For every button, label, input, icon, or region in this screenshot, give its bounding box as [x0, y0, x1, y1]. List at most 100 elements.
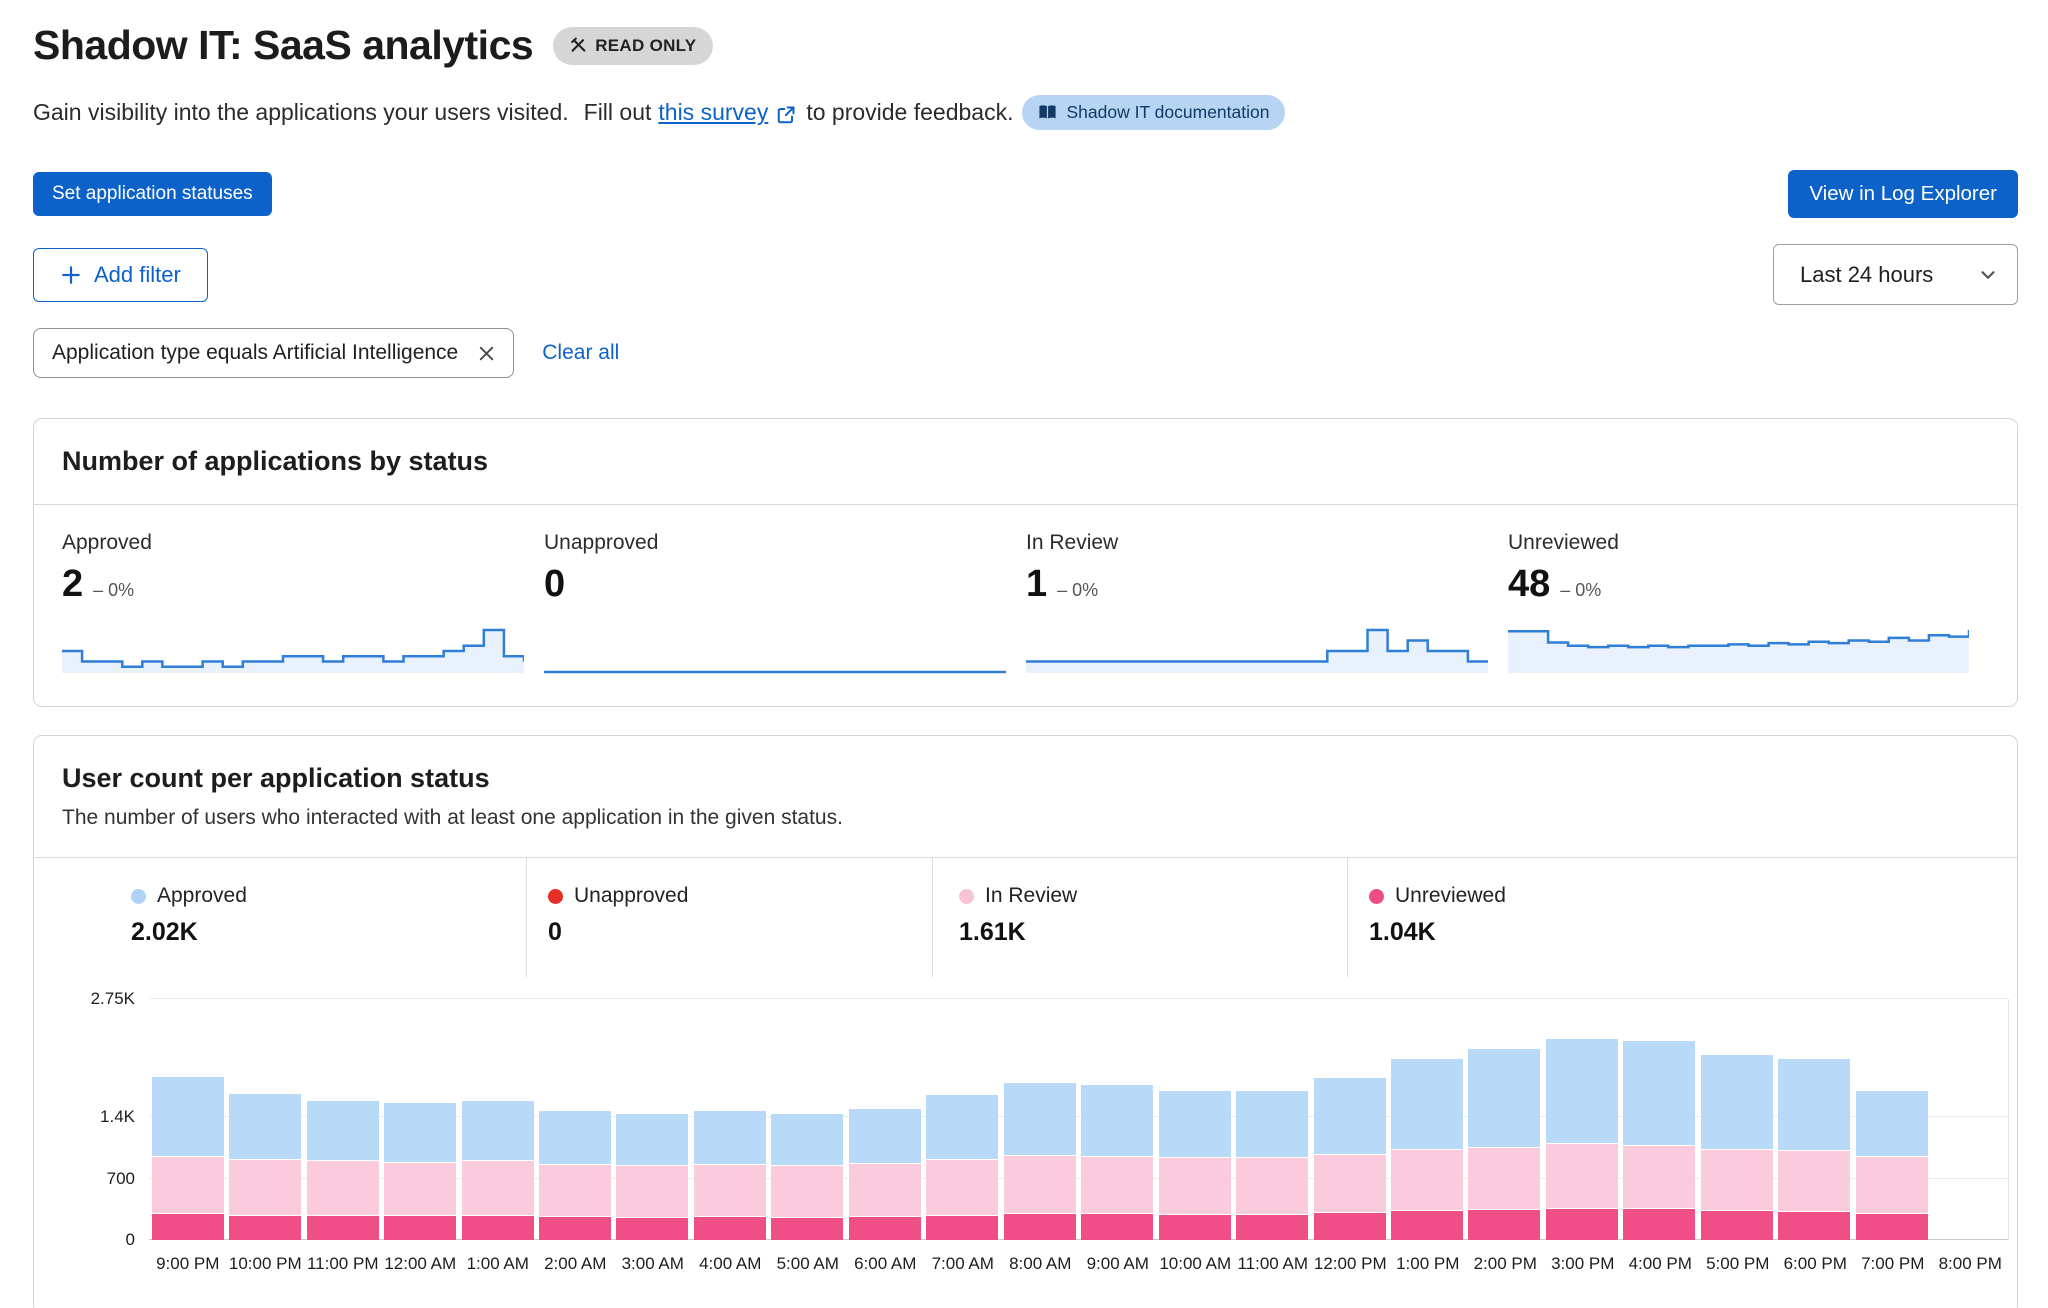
- bar-6-00-am[interactable]: [846, 999, 923, 1240]
- unapproved-sparkline[interactable]: [544, 622, 1006, 674]
- stat-label: Approved: [62, 531, 152, 554]
- gridline: [149, 1239, 2008, 1240]
- bar-segment-approved: [1778, 1059, 1851, 1151]
- bar-segment-approved: [693, 1110, 766, 1164]
- bar-1-00-am[interactable]: [459, 999, 536, 1240]
- stat-value: 0: [544, 563, 566, 605]
- bar-segment-in-review: [1236, 1158, 1309, 1214]
- x-axis-label: 6:00 AM: [854, 1254, 917, 1273]
- page-title: Shadow IT: SaaS analytics: [33, 22, 534, 68]
- bar-segment-approved: [1236, 1090, 1309, 1158]
- stat-unreviewed: Unreviewed 48 – 0%: [1508, 531, 1989, 674]
- bar-10-00-pm[interactable]: [226, 999, 303, 1240]
- bar-segment-approved: [1390, 1059, 1463, 1149]
- bar-12-00-pm[interactable]: [1311, 999, 1388, 1240]
- bar-5-00-pm[interactable]: [1698, 999, 1775, 1240]
- bar-8-00-pm[interactable]: [1930, 999, 2007, 1240]
- legend-value: 2.02K: [131, 918, 198, 946]
- bar-segment-approved: [771, 1113, 844, 1166]
- user-count-chart: 0 700 1.4K 2.75K 9:00 PM 10:00 PM 11:00 PM 12:…: [34, 977, 2017, 1308]
- bar-9-00-pm[interactable]: [149, 999, 226, 1240]
- bar-10-00-am[interactable]: [1156, 999, 1233, 1240]
- bar-segment-approved: [1545, 1039, 1618, 1144]
- page-header: Shadow IT: SaaS analytics READ ONLY: [33, 22, 2018, 69]
- read-only-label: READ ONLY: [595, 35, 697, 55]
- bar-segment-approved: [1313, 1078, 1386, 1154]
- bar-segment-in-review: [616, 1166, 689, 1218]
- bar-7-00-pm[interactable]: [1853, 999, 1930, 1240]
- legend-approved[interactable]: Approved 2.02K: [34, 858, 526, 977]
- x-axis-label: 11:00 PM: [306, 1254, 379, 1273]
- description-text: Gain visibility into the applications yo…: [33, 99, 569, 125]
- bar-6-00-pm[interactable]: [1776, 999, 1853, 1240]
- chevron-down-icon: [1981, 270, 1995, 279]
- bar-4-00-am[interactable]: [691, 999, 768, 1240]
- x-axis-label: 8:00 PM: [1938, 1254, 2002, 1273]
- stat-value: 48: [1508, 563, 1551, 605]
- bar-1-00-pm[interactable]: [1388, 999, 1465, 1240]
- x-axis-label: 4:00 PM: [1628, 1254, 1692, 1273]
- bar-segment-approved: [384, 1103, 457, 1162]
- bar-segment-unreviewed: [1623, 1209, 1696, 1240]
- bar-segment-approved: [1623, 1040, 1696, 1146]
- x-axis-label: 9:00 AM: [1086, 1254, 1149, 1273]
- bar-segment-unreviewed: [1468, 1210, 1541, 1240]
- applications-card-title: Number of applications by status: [62, 446, 489, 476]
- stat-label: Unreviewed: [1508, 531, 1619, 554]
- bar-segment-unreviewed: [1855, 1213, 1928, 1240]
- x-axis-label: 2:00 AM: [544, 1254, 607, 1273]
- y-axis-tick: 0: [125, 1230, 135, 1249]
- user-count-card-title: User count per application status: [62, 763, 490, 793]
- bar-11-00-pm[interactable]: [304, 999, 381, 1240]
- view-in-log-explorer-button[interactable]: View in Log Explorer: [1788, 170, 2018, 218]
- bar-segment-approved: [229, 1093, 302, 1160]
- bar-9-00-am[interactable]: [1078, 999, 1155, 1240]
- bar-12-00-am[interactable]: [381, 999, 458, 1240]
- y-axis-tick: 1.4K: [100, 1107, 135, 1127]
- gridline: [149, 1177, 2008, 1179]
- bar-3-00-pm[interactable]: [1543, 999, 1620, 1240]
- add-filter-button[interactable]: Add filter: [33, 247, 208, 302]
- approved-sparkline[interactable]: [62, 622, 526, 674]
- bar-segment-in-review: [1778, 1151, 1851, 1211]
- legend-label: Unapproved: [574, 884, 689, 907]
- bar-segment-unreviewed: [151, 1213, 224, 1240]
- bar-2-00-pm[interactable]: [1466, 999, 1543, 1240]
- bar-segment-unreviewed: [693, 1217, 766, 1240]
- bar-8-00-am[interactable]: [1001, 999, 1078, 1240]
- x-axis-label: 12:00 PM: [1313, 1254, 1387, 1273]
- bar-segment-in-review: [1468, 1147, 1541, 1210]
- legend-in-review[interactable]: In Review 1.61K: [932, 858, 1347, 977]
- feedback-text: to provide feedback.: [806, 99, 1014, 125]
- documentation-badge[interactable]: Shadow IT documentation: [1022, 95, 1286, 130]
- bar-5-00-am[interactable]: [769, 999, 846, 1240]
- set-application-statuses-button[interactable]: Set application statuses: [33, 172, 272, 216]
- clear-all-link[interactable]: Clear all: [542, 341, 620, 364]
- in-review-sparkline[interactable]: [1026, 622, 1488, 674]
- x-axis-labels: 9:00 PM 10:00 PM 11:00 PM 12:00 AM 1:00 AM 2:…: [149, 1254, 2009, 1274]
- filter-chip-label: Application type equals Artificial Intel…: [52, 341, 459, 364]
- x-axis-label: 3:00 AM: [621, 1254, 684, 1273]
- bar-11-00-am[interactable]: [1233, 999, 1310, 1240]
- filter-chip[interactable]: Application type equals Artificial Intel…: [33, 328, 515, 378]
- unreviewed-sparkline[interactable]: [1508, 622, 1971, 674]
- legend-unreviewed[interactable]: Unreviewed 1.04K: [1347, 858, 2017, 977]
- status-stats-row: Approved 2 – 0% Unapproved 0 In Review 1: [34, 505, 2017, 706]
- bar-7-00-am[interactable]: [924, 999, 1001, 1240]
- bar-3-00-am[interactable]: [614, 999, 691, 1240]
- remove-filter-button[interactable]: [476, 343, 497, 364]
- bar-4-00-pm[interactable]: [1621, 999, 1698, 1240]
- legend-unapproved[interactable]: Unapproved 0: [526, 858, 932, 977]
- x-axis-label: 2:00 PM: [1473, 1254, 1537, 1273]
- stat-in-review: In Review 1 – 0%: [1026, 531, 1508, 674]
- bar-segment-in-review: [306, 1161, 379, 1215]
- user-count-card-subtitle: The number of users who interacted with …: [62, 806, 843, 829]
- survey-link[interactable]: this survey: [658, 99, 769, 125]
- close-icon: [480, 346, 494, 360]
- time-range-select[interactable]: Last 24 hours: [1773, 244, 2018, 305]
- legend-label: Approved: [157, 884, 247, 907]
- bar-2-00-am[interactable]: [536, 999, 613, 1240]
- bar-segment-unreviewed: [848, 1217, 921, 1240]
- bar-segment-in-review: [848, 1163, 921, 1217]
- bar-segment-unreviewed: [1778, 1212, 1851, 1240]
